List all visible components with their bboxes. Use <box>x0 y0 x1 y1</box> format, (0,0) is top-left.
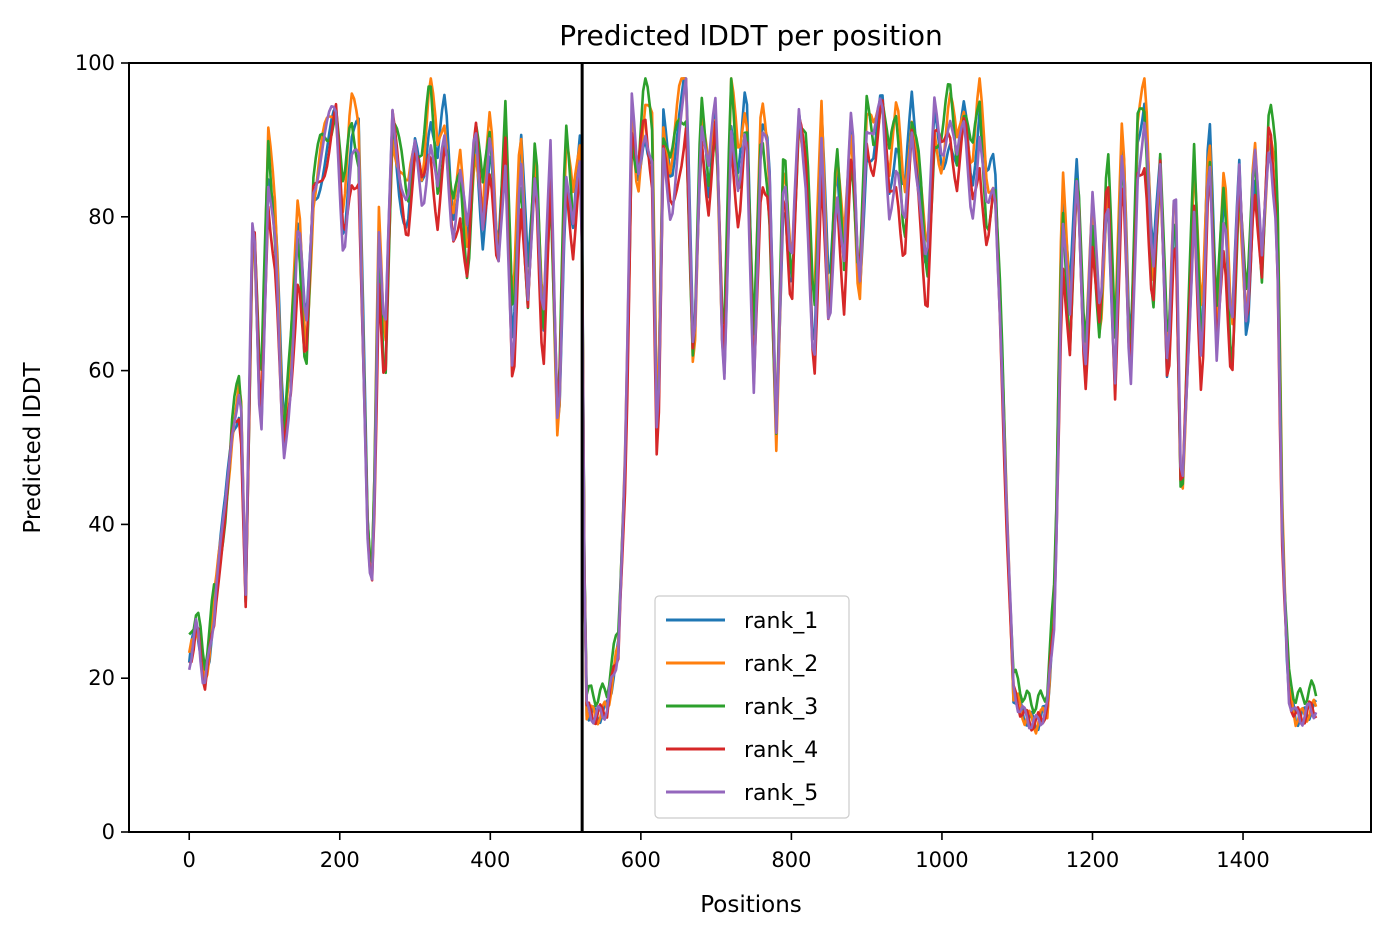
plot-frame <box>128 62 1372 833</box>
series-line-rank_5 <box>187 77 1318 730</box>
x-tick-label: 1400 <box>1216 848 1269 872</box>
y-tick-label: 0 <box>102 820 115 844</box>
x-tick-label: 400 <box>470 848 510 872</box>
legend-frame <box>654 595 850 819</box>
x-tick-label: 200 <box>320 848 360 872</box>
y-tick-label: 80 <box>88 205 115 229</box>
y-tick-label: 20 <box>88 666 115 690</box>
y-tick-label: 60 <box>88 359 115 383</box>
legend-label-rank_3: rank_3 <box>744 695 818 720</box>
x-tick-label: 1200 <box>1066 848 1119 872</box>
x-axis-label: Positions <box>700 892 802 918</box>
x-tick-label: 1000 <box>915 848 968 872</box>
legend-label-rank_5: rank_5 <box>744 781 818 806</box>
x-tick-label: 600 <box>621 848 661 872</box>
x-axis: 0 200 400 600 800 1000 1200 1400 <box>183 832 1270 872</box>
y-tick-label: 40 <box>88 512 115 536</box>
legend: rank_1 rank_2 rank_3 rank_4 rank_5 <box>654 595 850 819</box>
y-tick-label: 100 <box>75 51 115 75</box>
y-axis-label: Predicted lDDT <box>20 361 46 533</box>
chart-title: Predicted lDDT per position <box>559 19 943 52</box>
plot-lines <box>187 77 1318 735</box>
legend-label-rank_2: rank_2 <box>744 652 818 677</box>
legend-label-rank_4: rank_4 <box>744 738 818 763</box>
x-tick-label: 800 <box>771 848 811 872</box>
legend-label-rank_1: rank_1 <box>744 609 818 634</box>
y-axis: 0 20 40 60 80 100 <box>75 51 129 844</box>
x-tick-label: 0 <box>183 848 196 872</box>
